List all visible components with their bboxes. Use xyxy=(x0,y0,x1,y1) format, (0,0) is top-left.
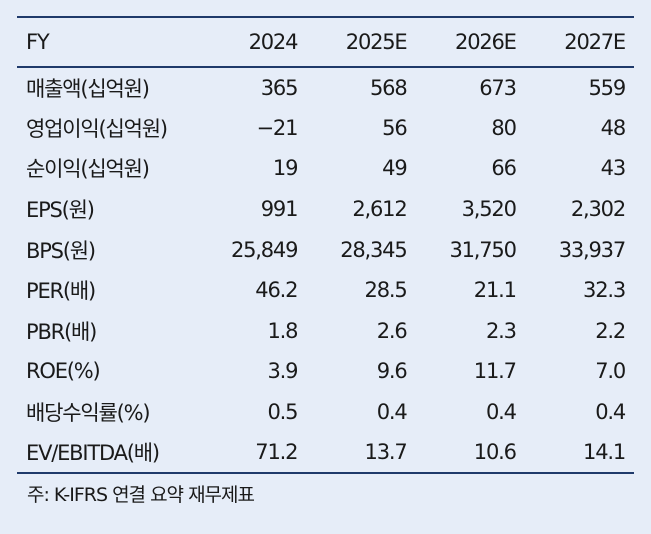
cell-value: 48 xyxy=(600,115,627,140)
financial-table: FY 2024 2025E 2026E 2027E 매출액(십억원) 365 5… xyxy=(17,16,634,474)
row-label: 매출액(십억원) xyxy=(26,76,150,101)
table-row: ROE(%) 3.9 9.6 11.7 7.0 xyxy=(17,351,634,392)
cell-value: 13.7 xyxy=(306,432,416,474)
cell-value: 7.0 xyxy=(595,359,626,384)
cell-value: 32.3 xyxy=(583,278,626,303)
row-label: EV/EBITDA(배) xyxy=(17,432,197,474)
cell-value: 14.1 xyxy=(524,432,634,474)
financial-summary: FY 2024 2025E 2026E 2027E 매출액(십억원) 365 5… xyxy=(17,16,634,474)
table-row: 영업이익(십억원) −21 56 80 48 xyxy=(17,108,634,149)
table-row: 배당수익률(%) 0.5 0.4 0.4 0.4 xyxy=(17,392,634,433)
cell-value: 0.4 xyxy=(376,400,408,425)
cell-value: 3,520 xyxy=(461,197,517,222)
cell-value: 1.8 xyxy=(267,318,298,343)
cell-value: 49 xyxy=(382,156,408,181)
cell-value: 365 xyxy=(260,75,299,100)
cell-value: 568 xyxy=(370,75,408,100)
row-label: EPS(원) xyxy=(26,198,95,223)
row-label: PER(배) xyxy=(26,279,96,304)
table-row: EV/EBITDA(배) 71.2 13.7 10.6 14.1 xyxy=(17,432,634,474)
cell-value: 28,345 xyxy=(340,237,407,262)
table-row: PER(배) 46.2 28.5 21.1 32.3 xyxy=(17,270,634,311)
cell-value: −21 xyxy=(256,115,299,140)
header-2027e: 2027E xyxy=(524,16,634,68)
cell-value: 0.4 xyxy=(485,400,517,425)
table-row: PBR(배) 1.8 2.6 2.3 2.2 xyxy=(17,311,634,352)
cell-value: 71.2 xyxy=(197,432,307,474)
cell-value: 0.5 xyxy=(267,400,298,425)
header-2025e: 2025E xyxy=(306,16,416,68)
cell-value: 19 xyxy=(272,156,299,181)
cell-value: 56 xyxy=(382,115,408,140)
row-label: ROE(%) xyxy=(26,359,101,384)
cell-value: 11.7 xyxy=(473,359,517,384)
cell-value: 2.3 xyxy=(485,318,517,343)
cell-value: 0.4 xyxy=(595,400,626,425)
cell-value: 46.2 xyxy=(255,278,298,303)
header-2024: 2024 xyxy=(197,16,307,68)
cell-value: 2.6 xyxy=(376,318,408,343)
cell-value: 559 xyxy=(588,75,627,100)
row-label: 순이익(십억원) xyxy=(26,157,150,182)
cell-value: 673 xyxy=(479,75,517,100)
cell-value: 31,750 xyxy=(449,237,516,262)
table-row: BPS(원) 25,849 28,345 31,750 33,937 xyxy=(17,229,634,270)
table-row: 순이익(십억원) 19 49 66 43 xyxy=(17,148,634,189)
cell-value: 9.6 xyxy=(376,359,408,384)
table-row: 매출액(십억원) 365 568 673 559 xyxy=(17,67,634,108)
header-fy: FY xyxy=(17,16,197,68)
cell-value: 28.5 xyxy=(364,278,408,303)
header-2026e: 2026E xyxy=(415,16,525,68)
table-header-row: FY 2024 2025E 2026E 2027E xyxy=(17,16,634,68)
cell-value: 2,302 xyxy=(570,197,626,222)
row-label: 배당수익률(%) xyxy=(26,401,151,426)
cell-value: 25,849 xyxy=(230,237,298,262)
cell-value: 3.9 xyxy=(267,359,298,384)
cell-value: 66 xyxy=(491,156,517,181)
cell-value: 991 xyxy=(260,197,299,222)
footnote: 주: K-IFRS 연결 요약 재무제표 xyxy=(27,484,255,506)
cell-value: 80 xyxy=(491,115,517,140)
row-label: BPS(원) xyxy=(26,238,96,263)
cell-value: 21.1 xyxy=(473,278,517,303)
row-label: PBR(배) xyxy=(26,319,97,344)
cell-value: 2.2 xyxy=(595,318,626,343)
cell-value: 2,612 xyxy=(352,197,407,222)
table-row: EPS(원) 991 2,612 3,520 2,302 xyxy=(17,189,634,230)
cell-value: 10.6 xyxy=(415,432,525,474)
row-label: 영업이익(십억원) xyxy=(26,116,168,141)
cell-value: 33,937 xyxy=(558,237,626,262)
cell-value: 43 xyxy=(600,156,627,181)
